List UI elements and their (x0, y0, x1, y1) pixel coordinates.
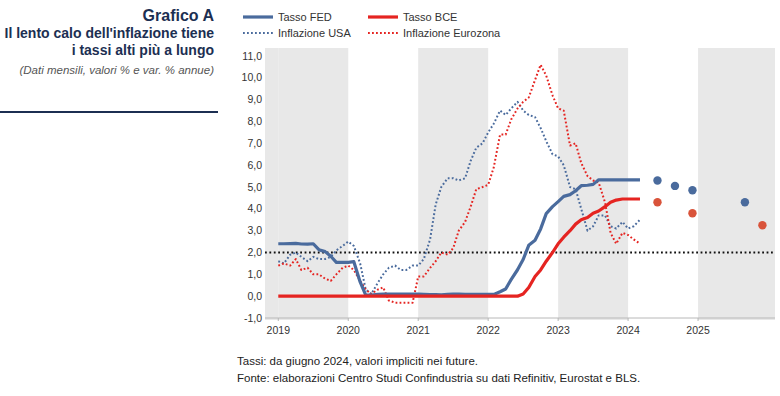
year-band (278, 48, 348, 320)
legend-swatch (368, 15, 398, 18)
y-tick-label: 0,0 (247, 290, 262, 302)
x-tick (278, 318, 279, 321)
series-line (278, 180, 640, 295)
y-tick-label: 8,0 (247, 115, 262, 127)
year-band (265, 48, 278, 320)
point (653, 198, 661, 206)
point (741, 198, 749, 206)
y-tick-label: 10,0 (242, 71, 263, 83)
y-tick-label: 1,0 (247, 268, 262, 280)
chart-svg: -1,0 0,0 1,0 2,0 3,0 4,0 5,0 6,0 7,0 8,0 9,0 10,0 11… (0, 0, 780, 396)
plot-data (265, 65, 775, 303)
legend-label: Tasso FED (278, 11, 332, 23)
point (758, 221, 766, 229)
x-tick (698, 318, 699, 321)
y-tick-label: 3,0 (247, 224, 262, 236)
x-tick (488, 318, 489, 321)
x-tick-label: 2020 (337, 324, 361, 336)
point (653, 176, 661, 184)
x-tick (348, 318, 349, 321)
legend-swatch (368, 32, 398, 34)
y-tick-label: 11,0 (242, 50, 262, 62)
year-band (418, 48, 488, 320)
footnote: Tassi: da giugno 2024, valori impliciti … (237, 355, 478, 367)
page: {"chart_data": { "type": "line", "chart_… (0, 0, 780, 396)
subtitle: (Dati mensili, valori % e var. % annue) (0, 63, 214, 78)
x-tick (418, 318, 419, 321)
y-tick-label: 5,0 (247, 181, 262, 193)
y-tick-label: 9,0 (247, 93, 262, 105)
y-tick-label: 6,0 (247, 159, 262, 171)
point (688, 186, 696, 194)
series-line (278, 102, 640, 294)
series-line (278, 199, 640, 296)
legend-swatch (243, 32, 273, 34)
x-tick-label: 2021 (407, 324, 431, 336)
chart-label: Grafico A (0, 6, 214, 25)
title-block: Grafico AIl lento calo dell'inflazione t… (0, 6, 214, 78)
x-tick (558, 318, 559, 321)
point (671, 182, 679, 190)
legend: Tasso FED Tasso BCE Inflazione USA Inflazio… (243, 11, 501, 39)
y-tick-label: 7,0 (247, 137, 262, 149)
title: Il lento calo dell'inflazione tiene i ta… (0, 25, 214, 59)
legend-label: Tasso BCE (403, 11, 457, 23)
series-line (278, 65, 640, 303)
y-tick-label: -1,0 (244, 312, 262, 324)
legend-swatch (243, 15, 273, 18)
bands (265, 48, 775, 320)
point (688, 209, 696, 217)
x-tick-label: 2025 (686, 324, 710, 336)
x-tick-label: 2019 (267, 324, 291, 336)
legend-label: Inflazione USA (278, 27, 351, 39)
y-tick-label: 2,0 (247, 246, 262, 258)
x-tick-label: 2023 (546, 324, 570, 336)
x-tick (628, 318, 629, 321)
year-band (698, 48, 775, 320)
title-rule (0, 111, 218, 113)
footnote: Fonte: elaborazioni Centro Studi Confind… (237, 372, 640, 384)
x-tick-label: 2022 (476, 324, 500, 336)
x-tick-label: 2024 (616, 324, 640, 336)
target-line (265, 252, 775, 254)
legend-label: Inflazione Eurozona (403, 27, 501, 39)
y-tick-label: 4,0 (247, 202, 262, 214)
